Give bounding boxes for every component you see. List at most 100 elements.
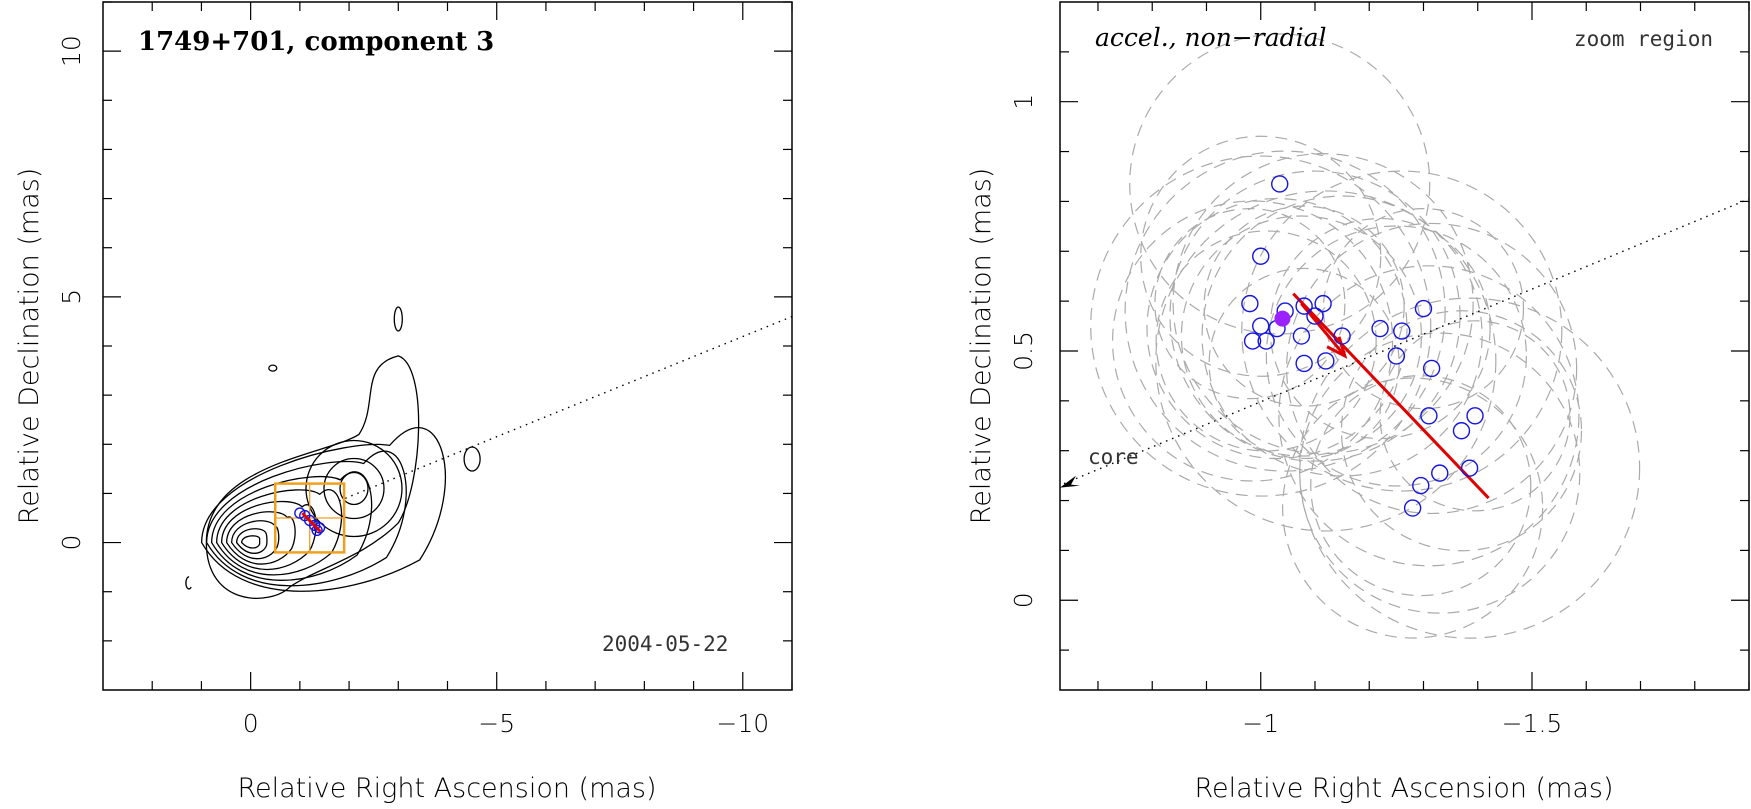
left-ticks <box>103 1 793 690</box>
left-contour-map <box>185 306 481 599</box>
uncertainty-circle <box>1299 297 1641 639</box>
contour-level <box>235 528 268 554</box>
right-components <box>1241 175 1484 517</box>
uncertainty-circle <box>1201 195 1483 477</box>
right-plot-frame <box>1059 1 1750 691</box>
uncertainty-circle <box>1278 265 1580 567</box>
left-title: 1749+701, component 3 <box>138 27 494 57</box>
uncertainty-circle <box>1286 222 1578 515</box>
uncertainty-circle <box>1111 200 1394 482</box>
left-x-tick-label: −5 <box>478 709 515 738</box>
component-marker <box>1295 354 1313 373</box>
component-marker <box>1387 347 1406 365</box>
left-y-tick-label: 5 <box>57 289 86 305</box>
uncertainty-circle <box>1180 215 1423 457</box>
component-marker <box>1460 459 1479 477</box>
uncertainty-circle <box>1269 217 1491 440</box>
component-marker <box>1466 407 1484 425</box>
component-marker <box>1412 476 1430 495</box>
left-core-direction-line <box>338 315 793 502</box>
uncertainty-circle <box>1124 150 1446 472</box>
right-y-tick-label: 0.5 <box>1009 331 1038 371</box>
left-x-tick-label: −10 <box>716 709 769 738</box>
contour-level <box>200 427 446 592</box>
right-x-tick-labels: −1 −1.5 <box>1242 709 1562 738</box>
right-y-tick-label: 1 <box>1009 94 1038 110</box>
right-dotted-line <box>1063 198 1750 485</box>
right-uncertainty-circles <box>1090 33 1641 639</box>
uncertainty-circle <box>1155 230 1377 452</box>
component-marker <box>1452 422 1471 440</box>
left-x-tick-labels: 0 −5 −10 <box>243 709 769 738</box>
contour-secondary <box>323 457 385 520</box>
uncertainty-circle <box>1282 377 1544 639</box>
left-component-marker <box>313 522 326 534</box>
trajectory-line <box>1292 292 1490 500</box>
left-panel: 1749+701, component 3 2004-05-22 0 −5 −10 … <box>14 1 793 804</box>
uncertainty-circle <box>1203 205 1405 407</box>
contour-level <box>215 489 343 576</box>
uncertainty-circle <box>1140 135 1382 377</box>
core-arrowhead <box>1060 475 1080 488</box>
left-y-tick-label: 10 <box>57 35 86 67</box>
uncertainty-circle <box>1154 208 1346 400</box>
uncertainty-circle <box>1340 310 1583 552</box>
right-x-axis-label: Relative Right Ascension (mas) <box>1194 773 1613 804</box>
component-marker <box>1333 327 1351 345</box>
component-marker <box>1243 332 1262 350</box>
uncertainty-circle <box>1090 155 1432 497</box>
component-marker <box>1414 299 1433 318</box>
contour-outer-envelope <box>205 355 420 599</box>
contour-level <box>205 450 407 587</box>
left-x-axis-label: Relative Right Ascension (mas) <box>237 773 656 804</box>
mean-position-marker <box>1274 310 1291 327</box>
right-y-tick-labels: 00.51 <box>1009 94 1038 608</box>
left-y-tick-label: 0 <box>57 535 86 551</box>
component-marker <box>1317 352 1335 370</box>
velocity-arrow-head <box>1326 336 1348 359</box>
component-marker <box>1252 247 1270 265</box>
core-annotation: core <box>1088 445 1139 469</box>
component-marker <box>1314 294 1332 313</box>
uncertainty-circle <box>1265 225 1527 487</box>
component-marker <box>1306 307 1324 325</box>
uncertainty-circle <box>1241 170 1563 492</box>
component-marker <box>1295 297 1313 315</box>
uncertainty-circle <box>1146 197 1408 460</box>
uncertainty-circle <box>1169 170 1461 462</box>
contour-isolated <box>268 364 278 372</box>
component-marker <box>1252 317 1270 335</box>
uncertainty-circle <box>1299 332 1581 614</box>
contour-isolated <box>393 306 403 332</box>
uncertainty-circle <box>1208 267 1400 460</box>
contour-secondary <box>305 439 403 538</box>
contour-level <box>220 500 317 570</box>
left-x-tick-label: 0 <box>243 709 259 738</box>
right-x-tick-label: −1 <box>1242 709 1279 738</box>
component-marker <box>1393 322 1411 340</box>
component-marker <box>1292 327 1311 345</box>
component-marker <box>1371 319 1389 338</box>
right-y-tick-label: 0 <box>1009 592 1038 608</box>
left-trajectory-line <box>301 512 322 533</box>
component-marker <box>1271 175 1289 193</box>
left-components <box>294 507 326 536</box>
contour-isolated <box>463 446 481 472</box>
uncertainty-circle <box>1310 374 1532 597</box>
left-y-tick-labels: 0 5 10 <box>57 35 86 550</box>
left-component-marker <box>311 524 323 536</box>
component-marker <box>1431 464 1449 482</box>
right-zoom-label: zoom region <box>1574 27 1713 51</box>
uncertainty-circle <box>1322 208 1525 410</box>
contour-secondary <box>339 471 369 506</box>
component-marker <box>1422 359 1441 378</box>
right-ticks <box>1060 2 1750 690</box>
contour-level <box>225 511 296 565</box>
left-date-label: 2004-05-22 <box>602 632 728 656</box>
left-y-axis-label: Relative Declination (mas) <box>14 168 45 525</box>
contour-level <box>240 535 261 549</box>
component-marker <box>1257 332 1275 350</box>
right-core-direction-line <box>1060 198 1750 488</box>
uncertainty-circle <box>1129 33 1431 335</box>
